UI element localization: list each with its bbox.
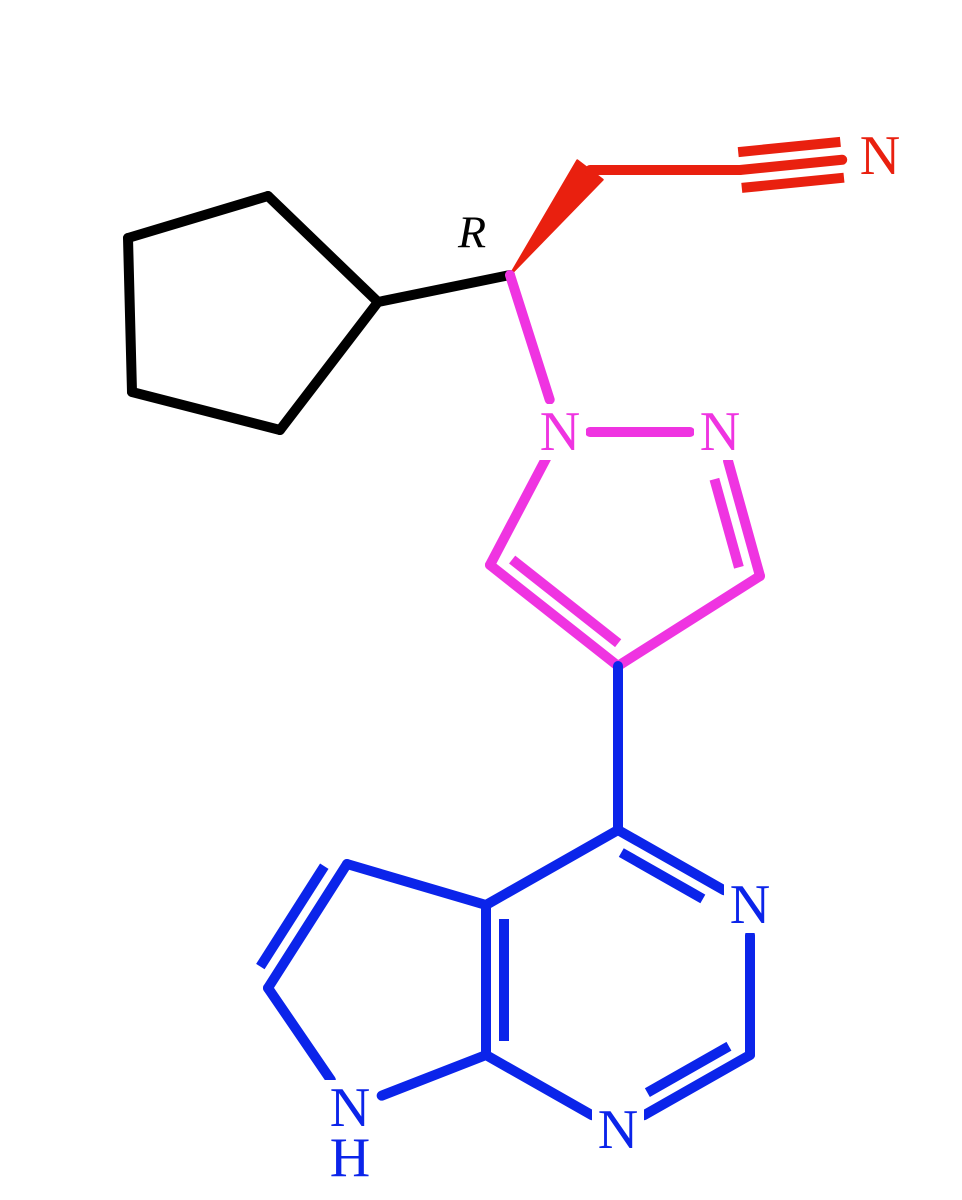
- atom-label-nitrile_N: N: [860, 125, 900, 187]
- stereo-descriptor: R: [457, 207, 486, 258]
- atom-label-pp_N3: N: [730, 874, 770, 936]
- atom-label-pp_N1: N: [598, 1099, 638, 1161]
- atom-label-pz_N2: N: [700, 401, 740, 463]
- chemical-structure-diagram: NNNNNNHR: [0, 0, 962, 1200]
- atom-label-pz_N1: N: [540, 401, 580, 463]
- atom-sublabel-pp_N7: H: [330, 1127, 370, 1189]
